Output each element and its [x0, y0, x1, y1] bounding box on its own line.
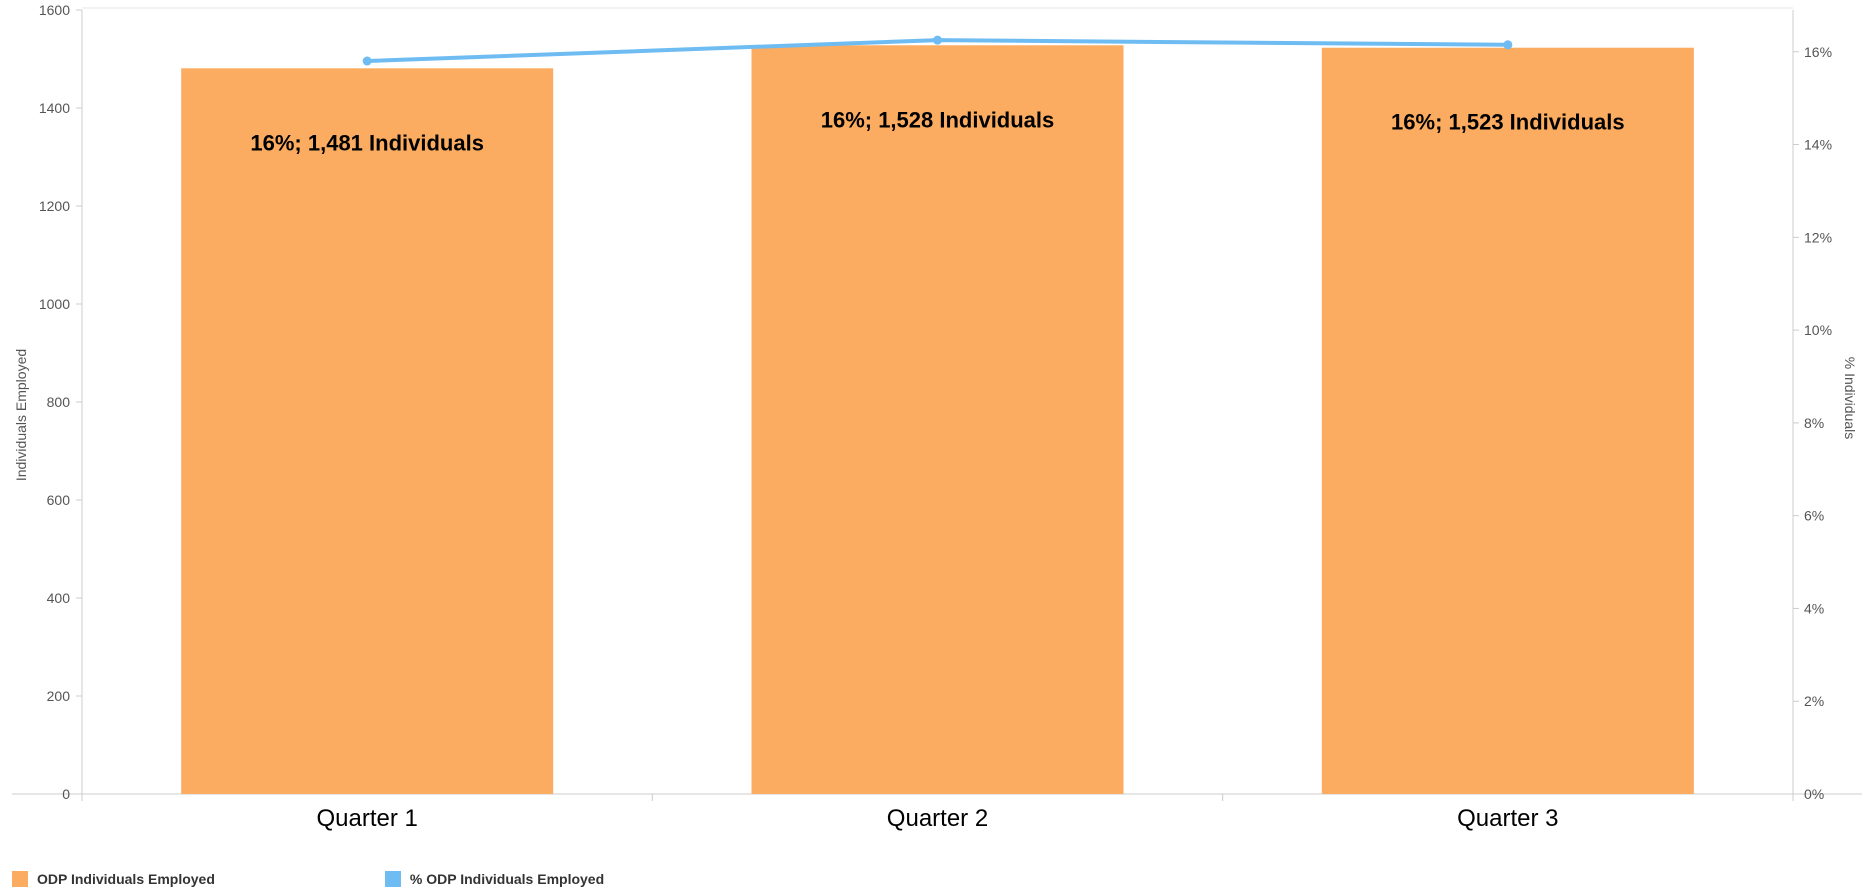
line-point: [933, 35, 942, 45]
y2-tick-label: 2%: [1804, 693, 1824, 709]
data-labels: 16%; 1,481 Individuals 16%; 1,528 Individ…: [250, 107, 1624, 155]
data-label: 16%; 1,523 Individuals: [1391, 110, 1625, 135]
bar: [751, 45, 1124, 794]
y-tick-label: 1600: [39, 2, 70, 18]
data-label: 16%; 1,481 Individuals: [250, 130, 484, 155]
y-axis-title: Individuals Employed: [13, 349, 29, 481]
legend-item-line: % ODP Individuals Employed: [384, 871, 605, 887]
legend: ODP Individuals Employed % ODP Individua…: [12, 871, 774, 887]
y-tick-label: 1000: [39, 296, 70, 312]
y-tick-label: 1400: [39, 100, 70, 116]
y2-tick-label: 12%: [1804, 229, 1832, 245]
y-tick-label: 200: [47, 688, 71, 704]
y2-tick-label: 10%: [1804, 322, 1832, 338]
x-tick-label: Quarter 3: [1457, 805, 1558, 832]
x-tick-label: Quarter 1: [316, 805, 417, 832]
bar: [181, 68, 554, 794]
y-tick-label: 400: [47, 590, 71, 606]
y2-tick-label: 8%: [1804, 415, 1824, 431]
line-series: [362, 35, 1513, 66]
legend-swatch-bars: [12, 871, 28, 887]
y2-tick-label: 6%: [1804, 508, 1824, 524]
y-tick-label: 800: [47, 394, 71, 410]
legend-label-bars: ODP Individuals Employed: [37, 871, 215, 887]
legend-label-line: % ODP Individuals Employed: [409, 871, 605, 887]
right-axis: 0% 2% 4% 6% 8% 10% 12% 14% 16%: [1793, 44, 1832, 802]
legend-item-bars: ODP Individuals Employed: [12, 871, 215, 887]
category-axis: Quarter 1 Quarter 2 Quarter 3: [81, 794, 1794, 832]
legend-swatch-line: [384, 871, 401, 887]
data-label: 16%; 1,528 Individuals: [821, 107, 1055, 132]
y2-axis-title: % Individuals: [1842, 357, 1858, 440]
line-point: [1503, 40, 1513, 50]
y2-tick-label: 4%: [1804, 600, 1824, 616]
y2-tick-label: 0%: [1804, 786, 1824, 802]
left-axis: 0 200 400 600 800 1000 1200 1400 1600: [39, 2, 82, 802]
y-tick-label: 0: [62, 786, 70, 802]
bar: [1321, 47, 1694, 795]
bar-series: [181, 45, 1694, 795]
y-tick-label: 1200: [39, 198, 70, 214]
x-tick-label: Quarter 2: [887, 805, 988, 832]
y2-tick-label: 16%: [1804, 44, 1832, 60]
y2-tick-label: 14%: [1804, 137, 1832, 153]
line-point: [362, 56, 372, 66]
y-tick-label: 600: [47, 492, 71, 508]
